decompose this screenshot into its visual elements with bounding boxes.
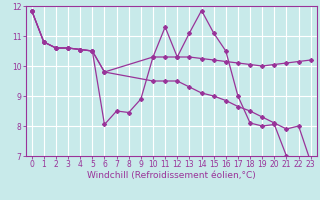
X-axis label: Windchill (Refroidissement éolien,°C): Windchill (Refroidissement éolien,°C) bbox=[87, 171, 256, 180]
